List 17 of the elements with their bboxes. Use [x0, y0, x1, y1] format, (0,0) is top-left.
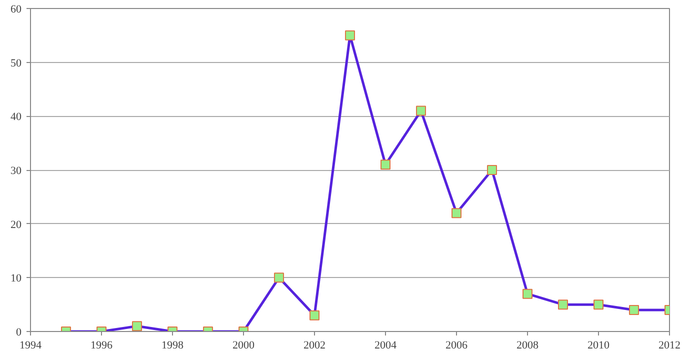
- x-tick-label: 1996: [90, 340, 113, 352]
- y-tick-label: 10: [10, 272, 22, 285]
- x-tick-label: 2006: [446, 340, 468, 352]
- x-tick-label: 2000: [232, 340, 255, 352]
- x-tick-label: 2012: [658, 340, 680, 352]
- y-tick-label: 50: [10, 57, 22, 70]
- y-tick-label: 0: [16, 326, 22, 338]
- x-tick-label: 2004: [374, 340, 397, 352]
- y-tick-label: 20: [10, 218, 22, 231]
- x-tick-label: 2002: [304, 340, 326, 352]
- y-tick-label: 40: [10, 111, 22, 124]
- x-tick-label: 1998: [162, 340, 184, 352]
- x-tick-label: 1994: [20, 340, 42, 352]
- x-tick-label: 2008: [516, 340, 539, 352]
- y-tick-label: 60: [10, 4, 22, 16]
- y-tick-label: 30: [10, 165, 22, 177]
- x-tick-label: 2010: [588, 340, 610, 352]
